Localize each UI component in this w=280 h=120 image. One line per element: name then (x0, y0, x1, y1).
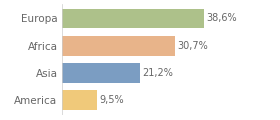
Text: 9,5%: 9,5% (99, 95, 123, 105)
Bar (62, 36, 175, 56)
Bar (62, 90, 97, 110)
Bar (62, 9, 204, 28)
Text: 21,2%: 21,2% (142, 68, 173, 78)
Text: 30,7%: 30,7% (177, 41, 208, 51)
Bar (62, 63, 140, 83)
Text: 38,6%: 38,6% (206, 13, 237, 24)
